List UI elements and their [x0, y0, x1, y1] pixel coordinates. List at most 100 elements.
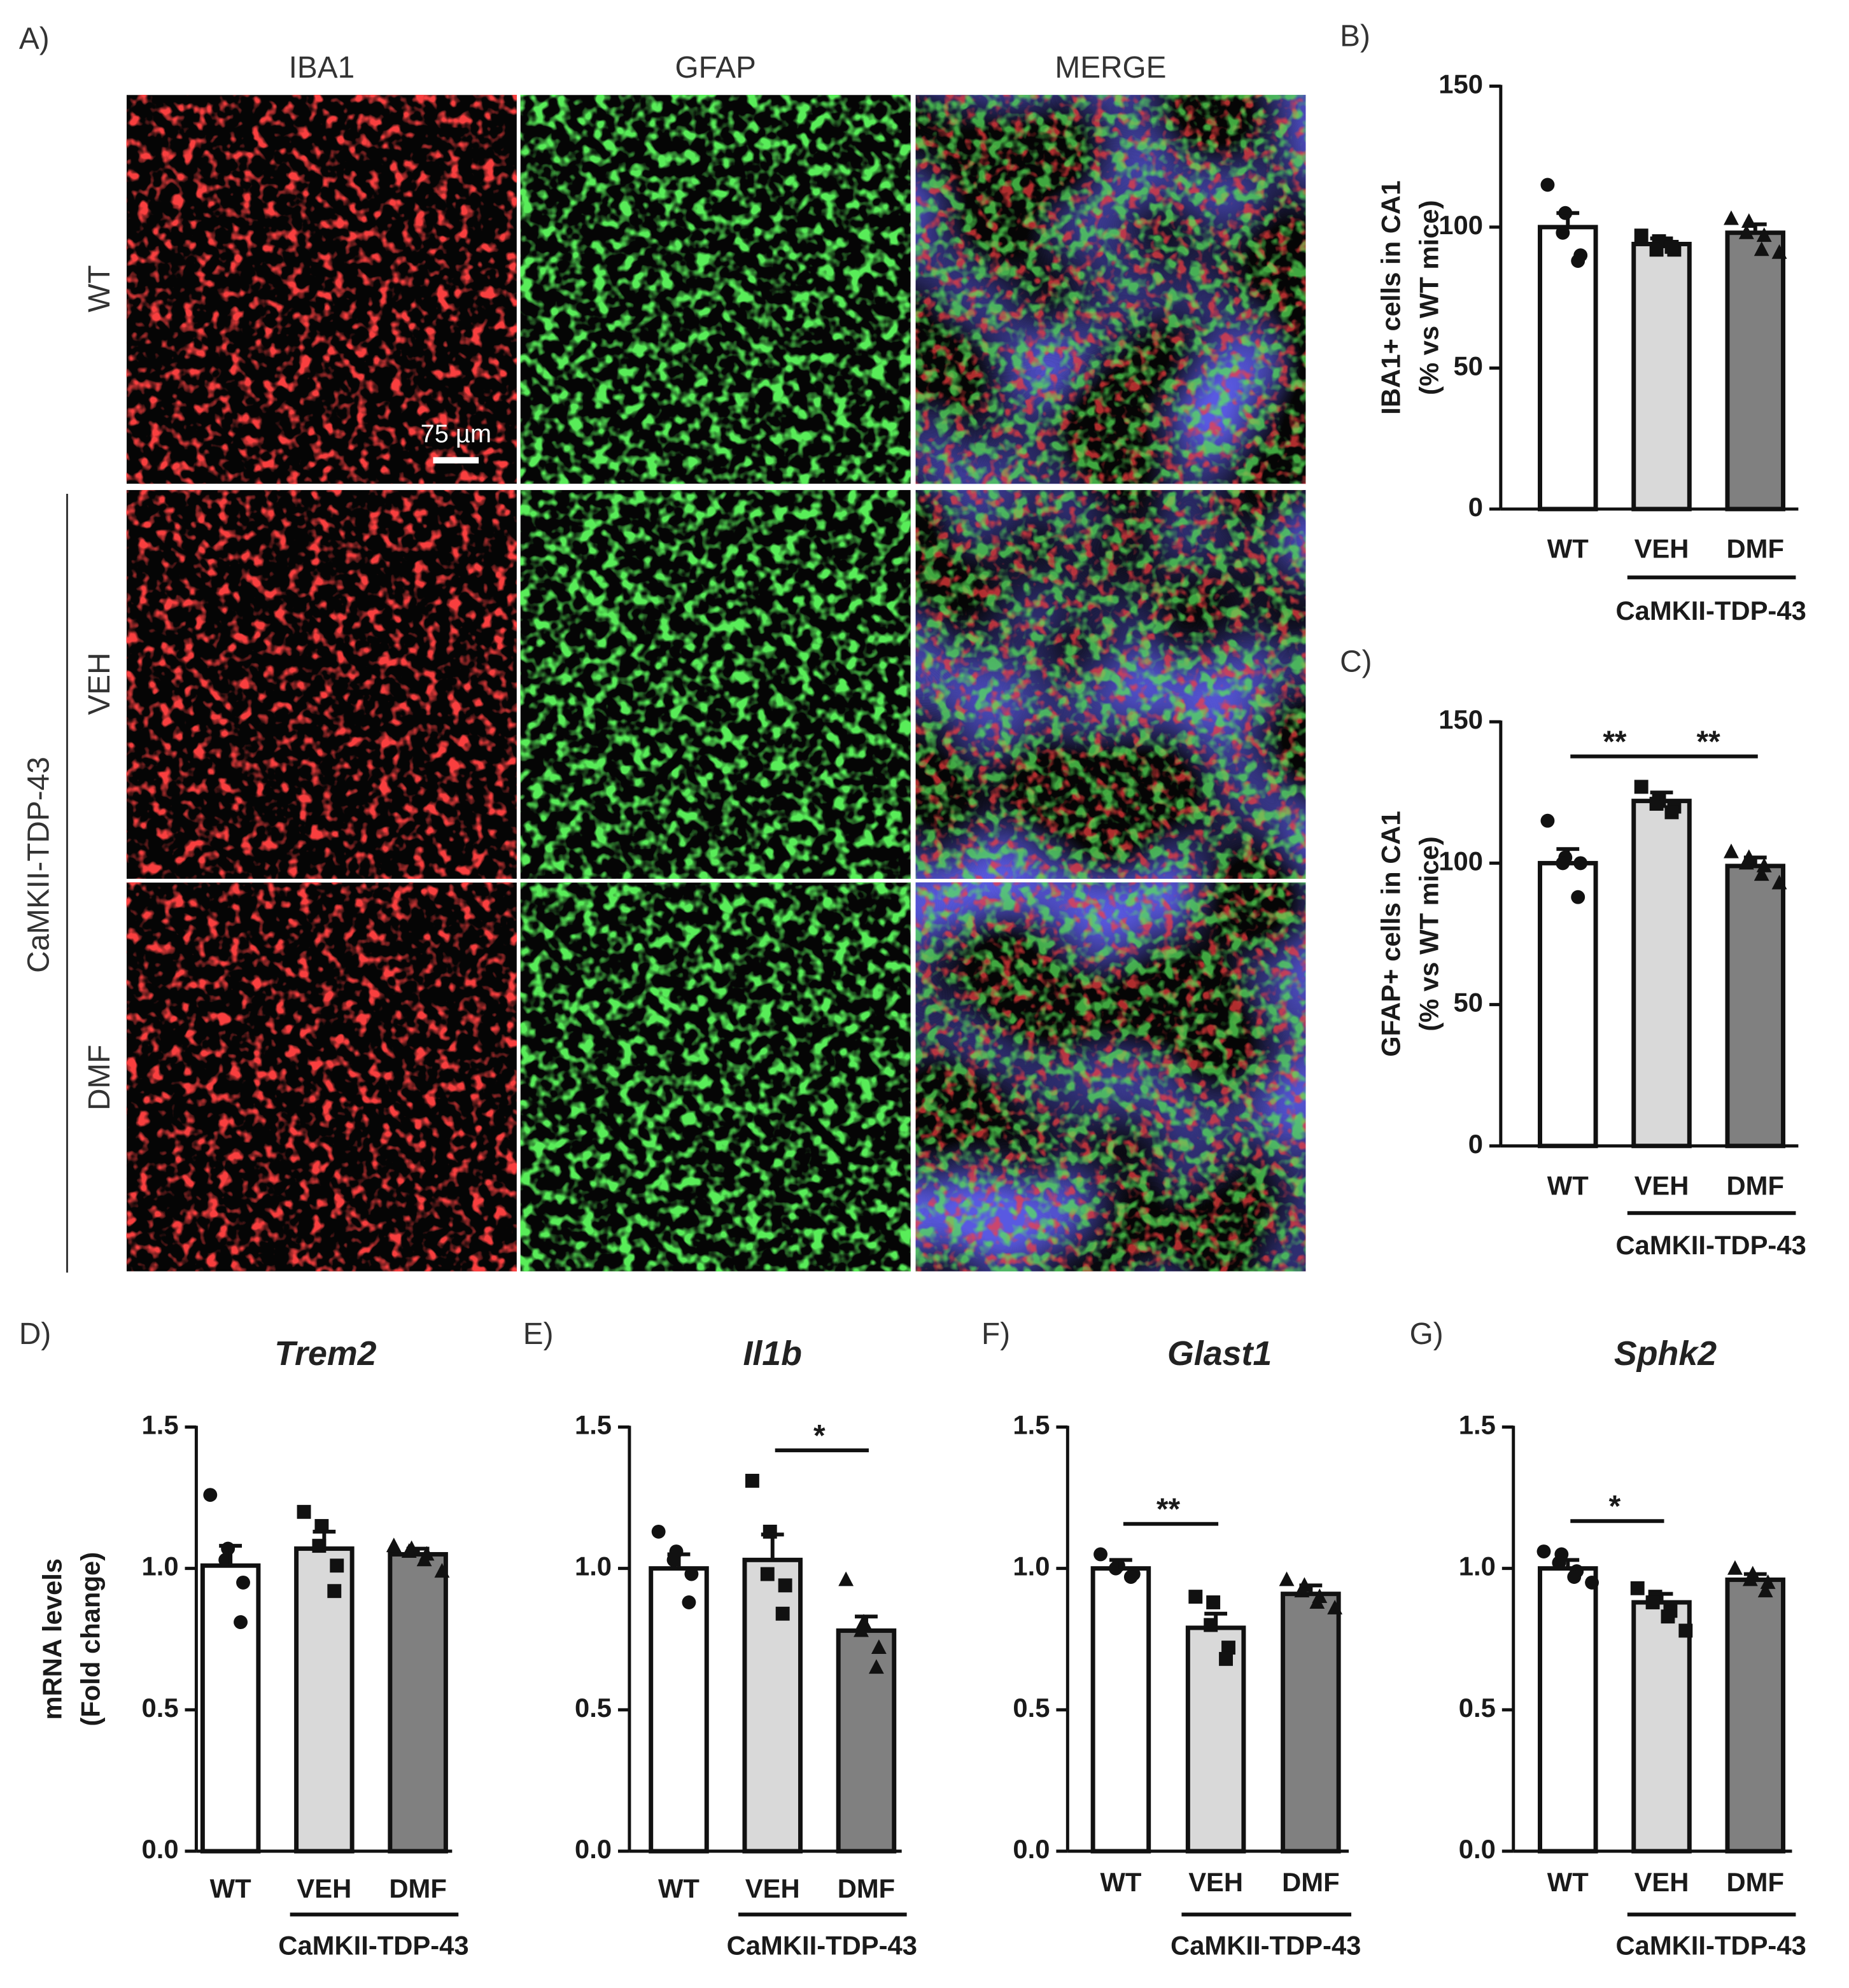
bar — [1631, 799, 1692, 1149]
chart-title: Glast1 — [1167, 1334, 1272, 1373]
bar-chart: C) GFAP+ cells in CA1 (% vs WT mice) 0 50 100… — [1340, 645, 1806, 1260]
y-axis-label: (Fold change) — [75, 1552, 105, 1726]
data-point — [1738, 224, 1754, 239]
y-axis-label: (% vs WT mice) — [1414, 200, 1444, 395]
bar — [1090, 1566, 1151, 1854]
y-tick-label: 0.0 — [575, 1834, 612, 1864]
x-tick-label: DMF — [1727, 534, 1784, 564]
x-tick-label: VEH — [1635, 534, 1689, 564]
data-point — [684, 1567, 699, 1581]
x-tick-label: WT — [1547, 534, 1589, 564]
x-tick-label: DMF — [838, 1873, 895, 1903]
y-tick-label: 1.5 — [141, 1410, 178, 1440]
bar — [836, 1628, 897, 1854]
error-bar — [1109, 1558, 1132, 1569]
group-label: CaMKII-TDP-43 — [278, 1930, 468, 1960]
y-tick-label: 0.5 — [575, 1693, 612, 1723]
y-tick-label: 1.0 — [141, 1551, 178, 1581]
error-bar — [1650, 1592, 1673, 1603]
data-point — [1742, 1571, 1758, 1586]
data-point — [1536, 1544, 1551, 1558]
error-bar — [1556, 211, 1580, 227]
micrograph-panel: A) IBA1 GFAP MERGE WT VEH DMF CaMKII-TDP… — [19, 22, 1306, 1273]
data-point — [1661, 1609, 1675, 1624]
data-point — [1724, 843, 1739, 858]
group-label: CaMKII-TDP-43 — [727, 1930, 917, 1960]
data-point — [1634, 780, 1649, 794]
y-tick-label: 1.5 — [1459, 1410, 1496, 1440]
data-point — [775, 1606, 790, 1621]
y-axis-label: IBA1+ cells in CA1 — [1376, 181, 1406, 415]
error-bar — [1743, 855, 1767, 866]
significance-label: * — [1609, 1490, 1621, 1523]
group-label: CaMKII-TDP-43 — [22, 757, 55, 973]
data-point — [778, 1578, 792, 1593]
data-point — [1724, 210, 1739, 225]
scale-bar-label: 75 µm — [421, 420, 491, 448]
micrograph-signal — [915, 95, 1306, 484]
data-point — [1219, 1651, 1233, 1666]
data-point — [297, 1504, 311, 1519]
data-point — [1573, 856, 1588, 871]
error-bar — [1743, 1572, 1767, 1580]
y-tick-label: 1.5 — [1013, 1410, 1050, 1440]
data-point — [1585, 1575, 1599, 1590]
x-tick-label: VEH — [1188, 1867, 1243, 1897]
x-tick-label: VEH — [745, 1873, 800, 1903]
error-bar — [1299, 1583, 1323, 1594]
data-point — [1664, 239, 1679, 254]
bar — [1185, 1625, 1246, 1854]
row-label: WT — [83, 265, 116, 312]
data-point — [1649, 242, 1664, 257]
chart-title: Trem2 — [274, 1334, 376, 1373]
y-tick-label: 150 — [1438, 69, 1483, 99]
significance-label: * — [813, 1419, 826, 1453]
panel-label: G) — [1410, 1317, 1444, 1351]
data-point — [1771, 244, 1787, 259]
data-point — [745, 1473, 759, 1488]
row-label: VEH — [83, 652, 116, 715]
y-tick-label: 0.0 — [1013, 1834, 1050, 1864]
bar — [294, 1546, 355, 1854]
y-tick-label: 0 — [1468, 492, 1483, 522]
x-tick-label: VEH — [1635, 1170, 1689, 1200]
data-point — [330, 1558, 344, 1573]
data-point — [1754, 866, 1769, 881]
micrograph-signal — [126, 95, 517, 484]
bar — [1631, 1600, 1692, 1854]
data-point — [1756, 227, 1772, 242]
data-point — [1540, 178, 1555, 192]
micrograph-signal — [126, 490, 517, 879]
data-point — [1571, 254, 1585, 268]
y-tick-label: 1.5 — [575, 1410, 612, 1440]
error-bar — [1743, 222, 1767, 233]
bar-chart: E) Il1b 0.0 0.5 1.0 1.5 WT VEH DMF CaMKII-TDP-43 * — [523, 1317, 917, 1960]
group-label: CaMKII-TDP-43 — [1615, 1930, 1806, 1960]
y-tick-label: 100 — [1438, 846, 1483, 876]
error-bar — [1556, 1558, 1580, 1569]
y-tick-label: 50 — [1454, 351, 1483, 381]
bar — [649, 1566, 709, 1854]
error-bar — [1204, 1611, 1228, 1628]
data-point — [327, 1584, 342, 1599]
x-tick-label: VEH — [297, 1873, 351, 1903]
data-point — [1206, 1595, 1221, 1609]
bar — [1281, 1592, 1341, 1854]
data-point — [203, 1488, 218, 1502]
group-label: CaMKII-TDP-43 — [1171, 1930, 1361, 1960]
y-tick-label: 0.0 — [141, 1834, 178, 1864]
data-point — [838, 1571, 854, 1586]
error-bar — [761, 1532, 784, 1560]
data-point — [434, 1563, 450, 1578]
y-tick-label: 0.5 — [1013, 1693, 1050, 1723]
micrograph-signal — [126, 882, 517, 1271]
micrograph-signal — [520, 882, 911, 1271]
data-point — [1645, 1595, 1660, 1609]
chart-title: Il1b — [743, 1334, 802, 1373]
data-point — [1738, 855, 1754, 870]
data-point — [1540, 813, 1555, 828]
data-point — [1727, 1560, 1743, 1575]
error-bar — [667, 1552, 691, 1569]
data-point — [1123, 1570, 1138, 1584]
